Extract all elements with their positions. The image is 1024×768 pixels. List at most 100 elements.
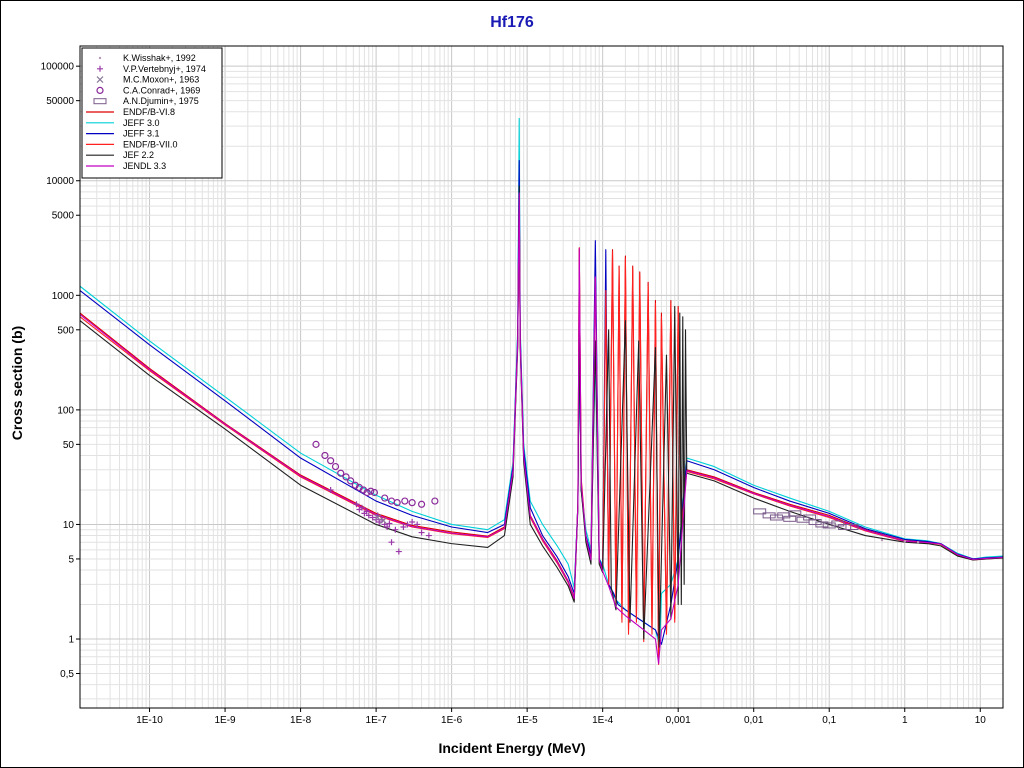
data-point-plus xyxy=(395,548,402,555)
x-tick-label: 1E-6 xyxy=(441,715,463,726)
x-tick-label: 1E-9 xyxy=(214,715,236,726)
data-point-plus xyxy=(365,512,372,519)
plot-series xyxy=(80,117,1003,665)
data-point-plus xyxy=(409,519,416,526)
legend-box xyxy=(81,47,223,179)
x-tick-label: 1E-5 xyxy=(517,715,539,726)
y-tick-label: 5 xyxy=(68,554,74,565)
data-point-square xyxy=(788,510,802,517)
data-point-circle xyxy=(367,487,375,495)
data-point-dot xyxy=(98,56,102,60)
data-point-x xyxy=(96,76,104,84)
data-point-circle xyxy=(381,494,389,502)
data-point-square xyxy=(822,522,836,529)
data-point-circle xyxy=(321,451,329,460)
y-tick-label: 5000 xyxy=(52,211,75,222)
data-point-circle xyxy=(347,477,355,485)
x-tick-label: 1 xyxy=(902,715,908,726)
y-tick-label: 10 xyxy=(63,520,75,531)
data-point-plus xyxy=(386,520,393,527)
data-point-plus xyxy=(327,486,334,493)
data-point-circle xyxy=(342,473,350,481)
x-axis-label: Incident Energy (MeV) xyxy=(438,740,586,756)
data-point-circle xyxy=(431,497,439,505)
legend-label: A.N.Djumin+, 1975 xyxy=(123,96,199,106)
legend-label: C.A.Conrad+, 1969 xyxy=(123,85,200,95)
data-point-plus xyxy=(404,521,411,528)
plot-border xyxy=(79,45,1004,709)
y-tick-label: 0,5 xyxy=(60,669,74,680)
x-tick-label: 0,1 xyxy=(822,715,836,726)
data-point-plus xyxy=(384,524,391,531)
data-point-plus xyxy=(353,501,360,508)
data-point-square xyxy=(838,524,852,531)
legend-label: M.C.Moxon+, 1963 xyxy=(123,75,199,85)
data-point-plus xyxy=(425,532,432,539)
data-point-plus xyxy=(400,524,407,531)
data-point-plus xyxy=(418,529,425,536)
data-point-circle xyxy=(327,457,335,465)
legend-label: JEF 2.2 xyxy=(123,150,154,160)
data-point-dot xyxy=(880,538,884,542)
data-point-x xyxy=(379,517,387,525)
x-tick-label: 1E-10 xyxy=(136,715,163,726)
data-point-square xyxy=(753,508,767,515)
data-point-circle xyxy=(312,440,320,448)
legend-label: ENDF/B-VII.0 xyxy=(123,139,178,149)
y-tick-label: 500 xyxy=(57,325,74,336)
data-point-circle xyxy=(370,488,379,497)
data-point-dot xyxy=(903,540,906,543)
data-point-plus xyxy=(414,521,421,528)
series-line xyxy=(80,192,1003,665)
data-point-circle xyxy=(331,462,340,471)
y-tick-label: 50000 xyxy=(46,96,74,107)
data-point-circle xyxy=(393,499,401,507)
data-point-plus xyxy=(388,539,395,546)
x-tick-label: 0,01 xyxy=(744,715,764,726)
legend-label: V.P.Vertebnyj+, 1974 xyxy=(123,64,206,74)
y-tick-label: 1000 xyxy=(52,291,75,302)
legend-label: JEFF 3.0 xyxy=(123,118,160,128)
legend-label: JENDL 3.3 xyxy=(123,161,166,171)
x-tick-label: 1E-8 xyxy=(290,715,312,726)
x-tick-label: 10 xyxy=(975,715,987,726)
data-point-square xyxy=(93,98,107,105)
data-point-plus xyxy=(97,65,103,72)
data-point-circle xyxy=(96,86,104,95)
legend-label: ENDF/B-VI.8 xyxy=(123,107,175,117)
legend-label: JEFF 3.1 xyxy=(123,129,160,139)
chart-title: Hf176 xyxy=(490,14,534,31)
data-point-circle xyxy=(337,469,345,477)
data-point-plus xyxy=(369,514,376,521)
x-tick-label: 1E-4 xyxy=(592,715,614,726)
y-axis-label: Cross section (b) xyxy=(9,325,25,441)
data-point-square xyxy=(831,520,845,527)
y-tick-label: 100 xyxy=(57,405,74,416)
data-point-plus xyxy=(392,526,399,533)
data-point-plus xyxy=(358,504,365,511)
legend-label: K.Wisshak+, 1992 xyxy=(123,53,196,63)
data-point-x xyxy=(374,514,382,521)
x-tick-label: 0,001 xyxy=(666,715,691,726)
data-point-circle xyxy=(401,497,409,505)
series-6 xyxy=(80,192,1003,665)
series-7 xyxy=(880,538,920,544)
data-point-plus xyxy=(363,508,370,515)
y-tick-label: 100000 xyxy=(41,62,75,73)
data-point-circle xyxy=(363,488,371,497)
data-point-square xyxy=(815,521,829,528)
data-point-circle xyxy=(417,500,426,508)
plot-background xyxy=(80,46,1003,708)
data-point-dot xyxy=(916,540,920,544)
y-tick-label: 1 xyxy=(68,635,74,646)
series-8 xyxy=(327,486,432,555)
series-9 xyxy=(374,514,387,525)
y-tick-label: 50 xyxy=(63,440,75,451)
series-10 xyxy=(312,440,439,508)
x-tick-label: 1E-7 xyxy=(366,715,388,726)
grid xyxy=(80,46,1004,708)
series-11 xyxy=(753,508,859,531)
y-tick-label: 10000 xyxy=(46,176,74,187)
